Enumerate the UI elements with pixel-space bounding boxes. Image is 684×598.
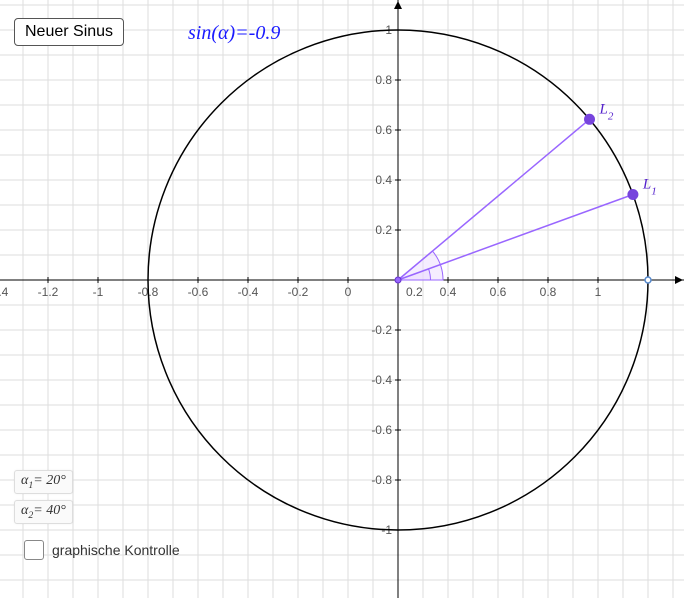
- svg-text:0.8: 0.8: [375, 73, 392, 87]
- svg-text:-1: -1: [93, 285, 104, 299]
- svg-text:0: 0: [345, 285, 352, 299]
- svg-text:-0.6: -0.6: [371, 423, 392, 437]
- svg-text:0.6: 0.6: [490, 285, 507, 299]
- svg-text:-0.2: -0.2: [371, 323, 392, 337]
- point-L2[interactable]: [585, 114, 595, 124]
- svg-text:0.2: 0.2: [375, 223, 392, 237]
- alpha1-input[interactable]: α1= 20°: [14, 470, 73, 494]
- svg-text:0.2: 0.2: [406, 285, 423, 299]
- ray-L2: [398, 119, 590, 280]
- svg-text:-1.4: -1.4: [0, 285, 9, 299]
- graphical-control-checkbox[interactable]: [24, 540, 44, 560]
- svg-text:-0.4: -0.4: [371, 373, 392, 387]
- axes: -1.4 -1.2 -1 -0.8 -0.6 -0.4 -0.2 0 0.2 0.4 0.6 0.8 1…: [0, 0, 684, 598]
- alpha2-eq: =: [33, 503, 46, 518]
- svg-text:-0.2: -0.2: [288, 285, 309, 299]
- graphical-control-checkbox-row: graphische Kontrolle: [24, 540, 180, 560]
- svg-text:-0.8: -0.8: [371, 473, 392, 487]
- graphical-control-label: graphische Kontrolle: [52, 542, 180, 558]
- alpha1-value: 20°: [46, 473, 66, 488]
- sinus-formula: sin(α)=-0.9: [188, 22, 280, 45]
- alpha2-value: 40°: [46, 503, 66, 518]
- svg-text:0.8: 0.8: [540, 285, 557, 299]
- svg-text:-0.6: -0.6: [188, 285, 209, 299]
- origin-point: [395, 277, 401, 283]
- svg-text:0.6: 0.6: [375, 123, 392, 137]
- grid: [0, 0, 684, 598]
- alpha2-input[interactable]: α2= 40°: [14, 500, 73, 524]
- plot-canvas: -1.4 -1.2 -1 -0.8 -0.6 -0.4 -0.2 0 0.2 0.4 0.6 0.8 1…: [0, 0, 684, 598]
- svg-text:-1.2: -1.2: [38, 285, 59, 299]
- x-axis-anchor-point[interactable]: [645, 277, 651, 283]
- plot-svg: -1.4 -1.2 -1 -0.8 -0.6 -0.4 -0.2 0 0.2 0.4 0.6 0.8 1…: [0, 0, 684, 598]
- new-sinus-button[interactable]: Neuer Sinus: [14, 18, 124, 46]
- svg-text:-0.4: -0.4: [238, 285, 259, 299]
- point-L1[interactable]: [628, 189, 638, 199]
- svg-text:0.4: 0.4: [375, 173, 392, 187]
- alpha1-eq: =: [33, 473, 46, 488]
- label-L2: L2: [599, 101, 614, 122]
- svg-text:0.4: 0.4: [440, 285, 457, 299]
- svg-text:1: 1: [595, 285, 602, 299]
